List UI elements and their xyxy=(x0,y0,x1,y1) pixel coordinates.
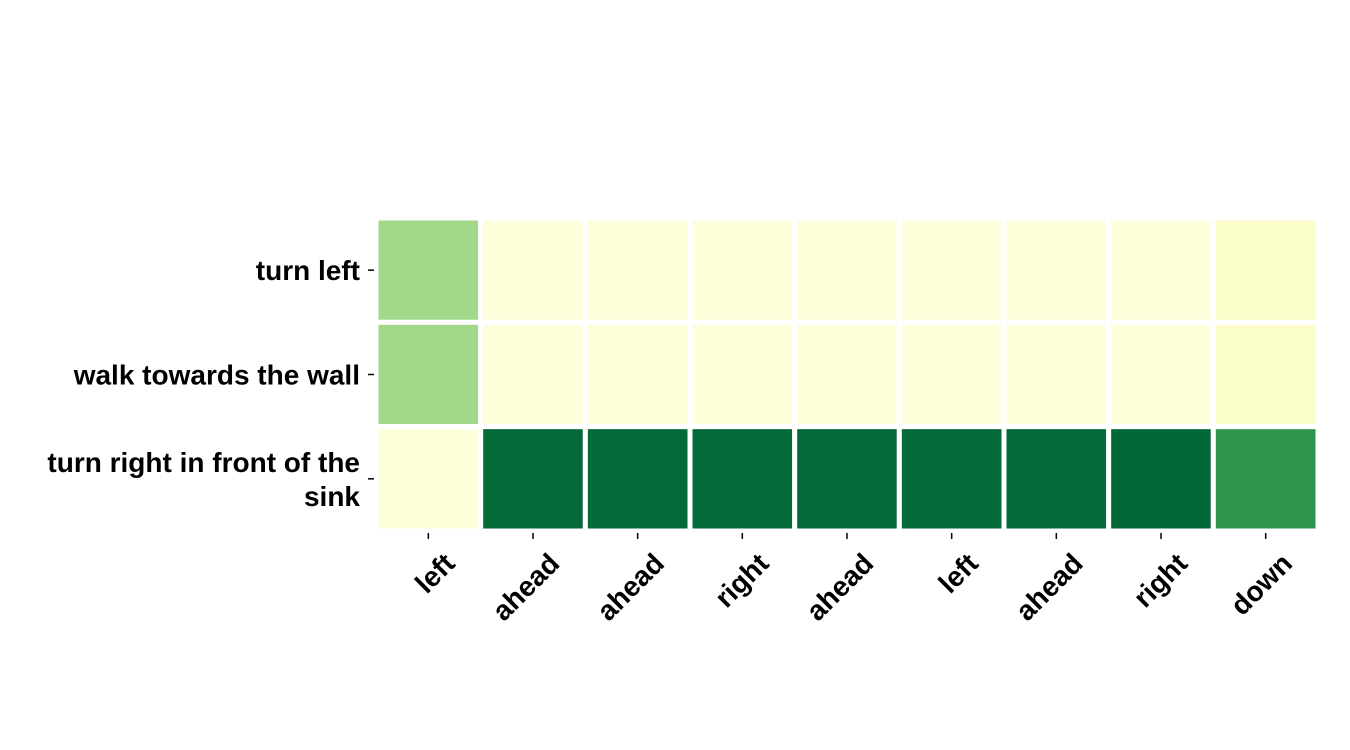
heatmap-cell-r0-c2 xyxy=(582,215,693,325)
heatmap-cell-r1-c6 xyxy=(1001,319,1112,430)
heatmap-cell-r1-c7 xyxy=(1106,319,1216,430)
heatmap-cell-r2-c8 xyxy=(1210,424,1321,534)
x-tick-label-5: left xyxy=(932,547,984,599)
x-tick-label-8: down xyxy=(1224,547,1298,621)
heatmap-cell-r1-c8 xyxy=(1210,319,1321,430)
x-tick-label-6: ahead xyxy=(1010,547,1089,626)
y-tick-label-1: walk towards the wall xyxy=(73,360,360,391)
y-tick-label-0: turn left xyxy=(256,255,360,286)
heatmap-cell-r0-c5 xyxy=(896,215,1007,325)
x-tick-label-1: ahead xyxy=(486,547,565,626)
heatmap-cell-r2-c3 xyxy=(687,424,798,534)
x-axis: left ahead ahead right ahead left ahead right do… xyxy=(409,533,1298,627)
heatmap-cell-r2-c5 xyxy=(896,424,1007,534)
heatmap-cell-r2-c7 xyxy=(1106,424,1216,534)
heatmap-cell-r0-c6 xyxy=(1001,215,1112,325)
x-tick-label-2: ahead xyxy=(591,547,670,626)
heatmap-cell-r0-c1 xyxy=(478,215,588,325)
x-tick-label-0: left xyxy=(409,547,461,599)
heatmap-cell-r2-c6 xyxy=(1001,424,1112,534)
heatmap-cell-r0-c4 xyxy=(792,215,902,325)
heatmap-cell-r1-c3 xyxy=(687,319,798,430)
heatmap-cell-r0-c3 xyxy=(687,215,798,325)
heatmap-cell-r0-c0 xyxy=(373,215,484,325)
x-tick-label-4: ahead xyxy=(800,547,879,626)
heatmap-cell-r2-c4 xyxy=(792,424,902,534)
y-axis: turn left walk towards the wall turn right… xyxy=(47,255,374,512)
heatmap-cells xyxy=(373,215,1321,534)
y-tick-label-2-line-1: sink xyxy=(304,481,360,512)
y-tick-label-2: turn right in front of the sink xyxy=(47,447,360,512)
y-tick-label-1-line-0: walk towards the wall xyxy=(73,360,360,391)
heatmap-cell-r2-c2 xyxy=(582,424,693,534)
x-tick-label-7: right xyxy=(1127,547,1193,613)
y-tick-label-0-line-0: turn left xyxy=(256,255,360,286)
heatmap-cell-r1-c4 xyxy=(792,319,902,430)
heatmap-cell-r2-c0 xyxy=(373,424,484,534)
heatmap-cell-r1-c1 xyxy=(478,319,588,430)
heatmap-cell-r2-c1 xyxy=(478,424,588,534)
heatmap-cell-r0-c8 xyxy=(1210,215,1321,325)
x-tick-label-3: right xyxy=(709,547,775,613)
heatmap-cell-r1-c2 xyxy=(582,319,693,430)
heatmap-cell-r0-c7 xyxy=(1106,215,1216,325)
y-tick-label-2-line-0: turn right in front of the xyxy=(47,447,360,478)
heatmap-cell-r1-c5 xyxy=(896,319,1007,430)
heatmap-cell-r1-c0 xyxy=(373,319,484,430)
